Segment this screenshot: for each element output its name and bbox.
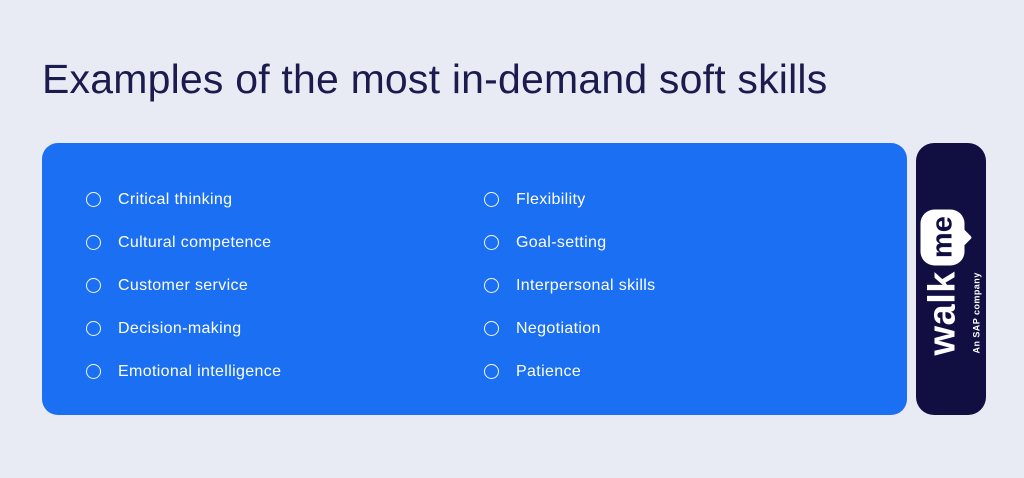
list-item: Critical thinking: [86, 178, 484, 221]
skill-label: Patience: [516, 362, 582, 380]
list-item: Flexibility: [484, 178, 891, 221]
circle-bullet-icon: [86, 192, 101, 207]
sap-company-tagline: An SAP company: [971, 271, 982, 353]
list-item: Patience: [484, 350, 891, 393]
skill-label: Emotional intelligence: [118, 362, 282, 380]
circle-bullet-icon: [484, 278, 499, 293]
list-item: Cultural competence: [86, 221, 484, 264]
circle-bullet-icon: [86, 364, 101, 379]
walkme-brand-card: walk me An SAP company: [916, 143, 986, 415]
skills-column-right: Flexibility Goal-setting Interpersonal s…: [484, 178, 891, 393]
walkme-logo: walk me An SAP company: [920, 203, 982, 355]
speech-bubble-icon: me: [920, 208, 973, 265]
skill-label: Critical thinking: [118, 190, 233, 208]
skill-label: Flexibility: [516, 190, 586, 208]
circle-bullet-icon: [484, 364, 499, 379]
list-item: Decision-making: [86, 307, 484, 350]
circle-bullet-icon: [86, 235, 101, 250]
skills-column-left: Critical thinking Cultural competence Cu…: [86, 178, 484, 393]
walkme-logo-me-text: me: [926, 215, 958, 258]
list-item: Customer service: [86, 264, 484, 307]
walkme-logo-walk-text: walk: [921, 270, 964, 355]
circle-bullet-icon: [484, 235, 499, 250]
skill-label: Customer service: [118, 276, 249, 294]
list-item: Goal-setting: [484, 221, 891, 264]
list-item: Negotiation: [484, 307, 891, 350]
skills-grid: Critical thinking Cultural competence Cu…: [86, 178, 891, 393]
circle-bullet-icon: [484, 192, 499, 207]
skill-label: Interpersonal skills: [516, 276, 656, 294]
skill-label: Negotiation: [516, 319, 601, 337]
skills-panel: Critical thinking Cultural competence Cu…: [42, 143, 907, 415]
circle-bullet-icon: [484, 321, 499, 336]
skill-label: Cultural competence: [118, 233, 272, 251]
skill-label: Decision-making: [118, 319, 242, 337]
skill-label: Goal-setting: [516, 233, 607, 251]
walkme-logo-row: walk me: [920, 208, 973, 355]
page-title: Examples of the most in-demand soft skil…: [42, 56, 828, 102]
circle-bullet-icon: [86, 321, 101, 336]
circle-bullet-icon: [86, 278, 101, 293]
list-item: Emotional intelligence: [86, 350, 484, 393]
list-item: Interpersonal skills: [484, 264, 891, 307]
